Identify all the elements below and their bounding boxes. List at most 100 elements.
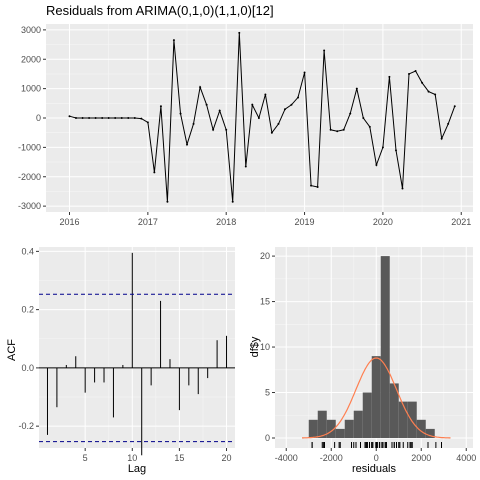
ts-point: [166, 200, 169, 203]
hist-bars: [308, 256, 435, 438]
ts-point: [212, 128, 215, 131]
hist-gridlines: [275, 247, 473, 448]
acf-x-tick-label: 10: [127, 453, 137, 463]
ts-y-tick-label: 2000: [21, 54, 41, 64]
hist-x-tick-label: 2000: [411, 453, 431, 463]
ts-point: [114, 117, 117, 119]
hist-x-tick-label: 4000: [456, 453, 476, 463]
residual-time-series-panel: 2016 2017 2018 2019 2020 2021 -3000 -2000 -1000 0…: [18, 24, 473, 227]
ts-point: [270, 131, 273, 134]
ts-point: [427, 90, 430, 93]
ts-point: [323, 49, 326, 52]
acf-plot-area: [39, 247, 235, 448]
hist-y-tick-label: 5: [265, 388, 270, 398]
ts-point: [231, 200, 234, 203]
ts-point: [414, 70, 417, 72]
ts-x-tick-label: 2017: [138, 217, 158, 227]
hist-bar: [317, 410, 327, 438]
ts-point: [127, 117, 130, 119]
ts-axes: 2016 2017 2018 2019 2020 2021 -3000 -2000 -1000 0…: [18, 25, 471, 227]
ts-point: [159, 105, 162, 108]
hist-y-tick-label: 0: [265, 433, 270, 443]
ts-point: [297, 96, 300, 99]
hist-bar: [326, 419, 336, 438]
hist-x-axis-title: residuals: [352, 463, 397, 475]
ts-x-tick-label: 2016: [59, 217, 79, 227]
ts-point: [251, 103, 254, 106]
ts-point: [329, 128, 332, 131]
ts-point: [362, 117, 365, 119]
ts-point: [421, 81, 424, 84]
ts-point: [120, 117, 123, 119]
hist-bar: [398, 401, 408, 438]
ts-point: [375, 164, 378, 166]
ts-point: [381, 146, 384, 149]
ts-y-tick-label: 1000: [21, 84, 41, 94]
hist-axes: -4000 -2000 0 2000 4000 0 5 10 15 20: [260, 251, 476, 463]
ts-x-tick-label: 2018: [216, 217, 236, 227]
hist-bar: [416, 419, 426, 438]
histogram-panel: -4000 -2000 0 2000 4000 0 5 10 15 20 residuals df…: [249, 247, 476, 475]
ts-point: [225, 128, 228, 131]
ts-point: [277, 122, 280, 125]
ts-point: [88, 117, 91, 119]
acf-x-tick-label: 20: [222, 453, 232, 463]
hist-y-tick-label: 15: [260, 297, 270, 307]
ts-gridlines: [46, 24, 473, 212]
ts-point: [440, 137, 443, 140]
ts-point: [257, 117, 260, 119]
acf-panel: 5 10 15 20 -0.2 0.0 0.2 0.4 Lag ACF: [6, 246, 235, 475]
hist-bar: [308, 419, 318, 438]
acf-y-tick-label: 0.4: [21, 246, 34, 256]
ts-point: [218, 109, 221, 112]
ts-point: [349, 112, 352, 115]
acf-y-tick-label: -0.2: [18, 421, 34, 431]
hist-rug: [311, 442, 442, 448]
ts-point: [316, 186, 319, 189]
ts-y-tick-label: 3000: [21, 25, 41, 35]
ts-point: [355, 87, 358, 90]
hist-x-tick-label: -4000: [275, 453, 298, 463]
ts-point: [107, 117, 110, 119]
hist-y-tick-label: 20: [260, 251, 270, 261]
ts-point: [81, 117, 84, 119]
ts-point: [140, 117, 143, 120]
ts-point: [453, 105, 456, 108]
ts-point: [75, 117, 78, 119]
hist-bar: [380, 256, 390, 438]
ts-residual-points: [68, 31, 456, 203]
ts-x-tick-label: 2019: [295, 217, 315, 227]
hist-bar: [371, 356, 381, 438]
acf-y-tick-label: 0.2: [21, 305, 34, 315]
ts-y-tick-label: -2000: [18, 172, 41, 182]
acf-confidence-bounds: [39, 293, 235, 443]
hist-bar: [344, 419, 354, 438]
ts-point: [394, 149, 397, 152]
acf-x-tick-label: 15: [174, 453, 184, 463]
ts-point: [238, 31, 241, 34]
hist-x-tick-label: -2000: [320, 453, 343, 463]
ts-point: [264, 93, 267, 96]
ts-point: [179, 112, 182, 115]
ts-x-tick-label: 2020: [373, 217, 393, 227]
ts-point: [342, 128, 345, 131]
hist-bar: [389, 383, 399, 438]
ts-residual-line: [69, 32, 456, 202]
hist-x-tick-label: 0: [374, 453, 379, 463]
ts-point: [199, 86, 202, 89]
ts-point: [172, 39, 175, 42]
ts-point: [434, 93, 437, 96]
ts-point: [401, 187, 404, 190]
ts-point: [283, 108, 286, 111]
acf-axes: 5 10 15 20 -0.2 0.0 0.2 0.4: [18, 246, 231, 463]
ts-point: [368, 125, 371, 128]
ts-point: [447, 122, 450, 125]
ts-y-tick-label: 0: [36, 113, 41, 123]
acf-x-tick-label: 5: [83, 453, 88, 463]
hist-bar: [335, 428, 345, 438]
chart-title: Residuals from ARIMA(0,1,0)(1,1,0)[12]: [46, 3, 274, 18]
acf-y-tick-label: 0.0: [21, 363, 34, 373]
ts-point: [310, 184, 313, 187]
ts-point: [186, 143, 189, 146]
hist-y-tick-label: 10: [260, 342, 270, 352]
